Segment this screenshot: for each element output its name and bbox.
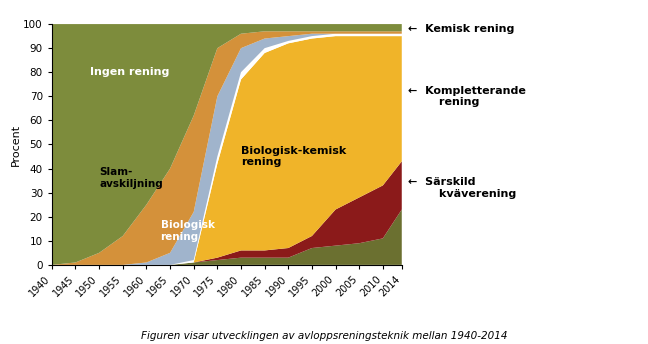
Text: Biologisk
rening: Biologisk rening <box>161 221 214 242</box>
Text: Ingen rening: Ingen rening <box>89 67 169 77</box>
Text: ←  Kemisk rening: ← Kemisk rening <box>408 24 515 34</box>
Text: ←  Särskild
        kväverening: ← Särskild kväverening <box>408 177 516 198</box>
Text: ←  Kompletterande
        rening: ← Kompletterande rening <box>408 86 526 107</box>
Text: Biologisk-kemisk
rening: Biologisk-kemisk rening <box>241 146 346 167</box>
Text: Slam-
avskiljning: Slam- avskiljning <box>99 168 163 189</box>
Y-axis label: Procent: Procent <box>10 123 20 165</box>
Text: Figuren visar utvecklingen av avloppsreningsteknik mellan 1940-2014: Figuren visar utvecklingen av avloppsren… <box>141 331 507 341</box>
